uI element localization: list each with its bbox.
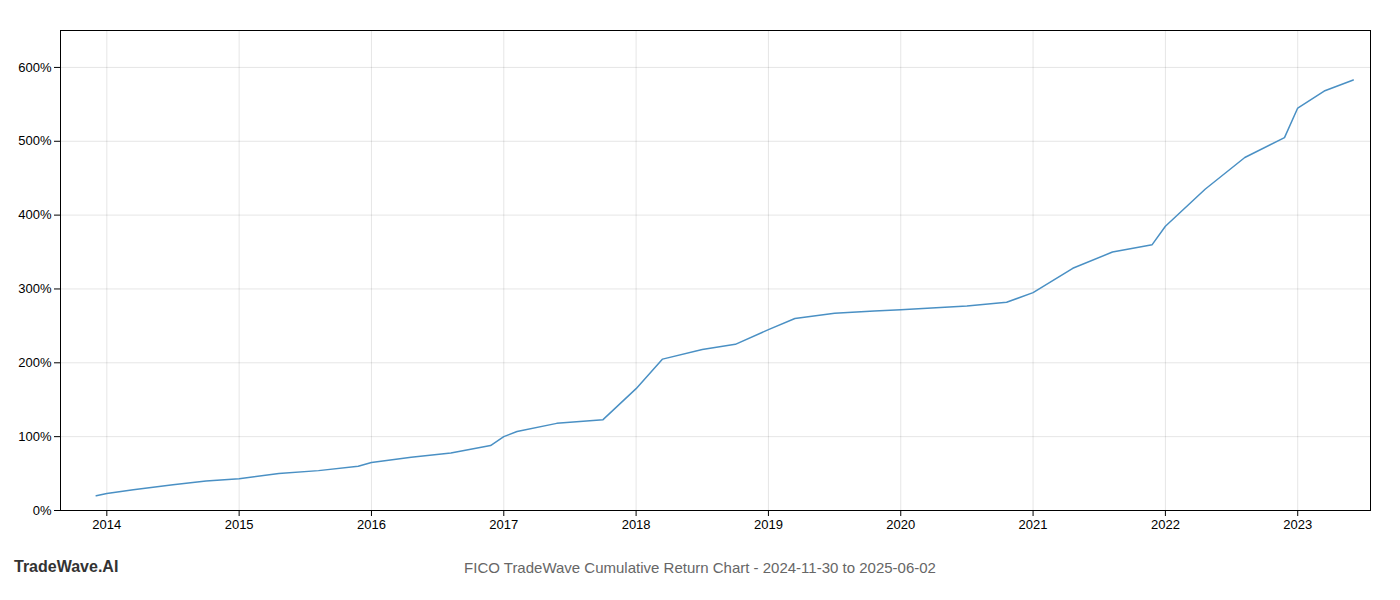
svg-text:2017: 2017 [489,517,518,532]
svg-text:2020: 2020 [886,517,915,532]
svg-text:2015: 2015 [225,517,254,532]
svg-text:100%: 100% [18,429,52,444]
svg-text:200%: 200% [18,355,52,370]
svg-text:2018: 2018 [622,517,651,532]
svg-text:2022: 2022 [1151,517,1180,532]
svg-text:2016: 2016 [357,517,386,532]
svg-text:2019: 2019 [754,517,783,532]
svg-text:0%: 0% [33,503,52,518]
svg-text:400%: 400% [18,207,52,222]
html-text:TradeWave.AI: TradeWave.AI [14,558,119,575]
svg-text:2014: 2014 [92,517,121,532]
html-text:FICO TradeWave Cumulative Retu: FICO TradeWave Cumulative Return Chart -… [464,559,936,576]
svg-text:600%: 600% [18,60,52,75]
svg-text:500%: 500% [18,133,52,148]
svg-text:2023: 2023 [1283,517,1312,532]
svg-text:2021: 2021 [1019,517,1048,532]
svg-text:300%: 300% [18,281,52,296]
